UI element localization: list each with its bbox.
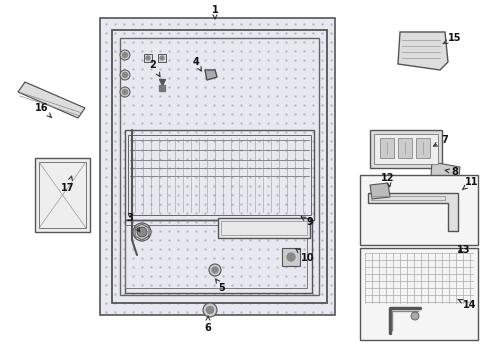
Text: 7: 7 <box>434 135 448 146</box>
Circle shape <box>411 312 419 320</box>
Bar <box>35 158 90 232</box>
Bar <box>120 38 319 295</box>
Text: 3: 3 <box>126 213 140 232</box>
Circle shape <box>137 227 147 237</box>
Text: 14: 14 <box>458 300 477 310</box>
Circle shape <box>120 50 130 60</box>
Circle shape <box>209 264 221 276</box>
Polygon shape <box>205 70 217 80</box>
Bar <box>125 130 314 220</box>
Bar <box>221 221 307 235</box>
Text: 2: 2 <box>149 60 160 77</box>
Bar <box>125 225 307 288</box>
Circle shape <box>122 90 127 94</box>
Polygon shape <box>430 162 460 192</box>
Polygon shape <box>18 82 85 118</box>
Bar <box>218 218 310 238</box>
Text: 8: 8 <box>445 167 459 177</box>
Bar <box>374 134 438 164</box>
Polygon shape <box>398 32 448 70</box>
Text: 13: 13 <box>457 245 471 255</box>
Bar <box>282 248 300 266</box>
Circle shape <box>146 56 150 60</box>
Text: 16: 16 <box>35 103 52 118</box>
Polygon shape <box>368 193 458 231</box>
Circle shape <box>120 87 130 97</box>
Text: 12: 12 <box>381 173 395 187</box>
Circle shape <box>287 253 295 261</box>
Circle shape <box>122 72 127 77</box>
Circle shape <box>122 53 127 58</box>
Bar <box>370 130 442 168</box>
Bar <box>39 162 86 228</box>
Text: 1: 1 <box>212 5 219 19</box>
Bar <box>125 220 312 293</box>
Bar <box>360 248 478 340</box>
Polygon shape <box>205 70 217 80</box>
Text: 4: 4 <box>193 57 201 71</box>
Bar <box>100 18 335 315</box>
Bar <box>371 196 445 200</box>
Text: 15: 15 <box>443 33 462 44</box>
Bar <box>360 175 478 245</box>
Bar <box>380 138 394 158</box>
Circle shape <box>120 70 130 80</box>
Circle shape <box>212 267 218 273</box>
Text: 11: 11 <box>463 177 479 190</box>
Polygon shape <box>370 183 390 199</box>
Text: 10: 10 <box>296 249 315 263</box>
Text: 9: 9 <box>301 217 314 227</box>
Bar <box>112 30 327 303</box>
Circle shape <box>206 306 214 314</box>
Circle shape <box>203 303 217 317</box>
Bar <box>416 138 430 158</box>
Text: 6: 6 <box>205 316 211 333</box>
Circle shape <box>160 56 164 60</box>
Text: 17: 17 <box>61 176 75 193</box>
Bar <box>144 54 152 62</box>
Bar <box>398 138 412 158</box>
Text: 5: 5 <box>216 279 225 293</box>
Bar <box>158 54 166 62</box>
Bar <box>128 135 311 215</box>
Circle shape <box>133 223 151 241</box>
